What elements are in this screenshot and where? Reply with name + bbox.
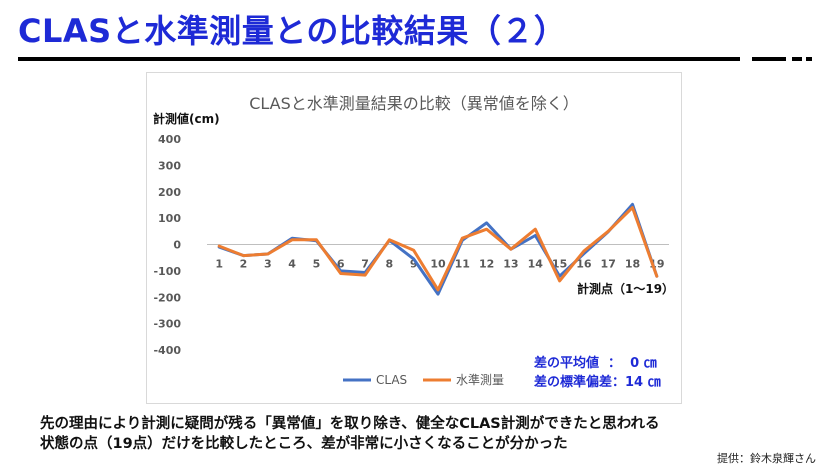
y-tick-label: 100 [158,212,181,225]
series-lines [217,202,659,296]
y-tick-label: 200 [158,186,181,199]
legend: CLAS 水準測量 [343,372,504,387]
slide-title: CLASと水準測量との比較結果（２） [18,12,567,50]
x-tick-label: 3 [264,258,272,271]
series-line-leveling [217,206,659,292]
x-tick-label: 12 [479,258,494,271]
y-tick-labels: 400 300 200 100 0 -100 -200 -300 -400 [153,133,181,357]
x-tick-label: 2 [240,258,248,271]
legend-label: CLAS [376,373,407,387]
y-tick-label: -100 [153,265,181,278]
x-tick-label: 7 [361,258,369,271]
chart-title: CLASと水準測量結果の比較（異常値を除く） [249,94,579,113]
x-tick-labels: 1 2 3 4 5 6 7 8 9 10 11 12 13 14 15 16 17 18 19 [215,258,664,271]
stats-std-diff: 差の標準偏差：14 ㎝ [534,375,661,390]
y-axis-label: 計測値(cm) [153,111,220,126]
title-underline [18,57,812,61]
x-tick-label: 10 [430,258,446,271]
x-axis-label: 計測点（1〜19） [577,281,674,296]
caption-line-2: 状態の点（19点）だけを比較したところ、差が非常に小さくなることが分かった [40,436,568,452]
x-tick-label: 17 [601,258,616,271]
x-tick-label: 1 [215,258,223,271]
y-tick-label: 0 [173,239,181,252]
x-tick-label: 6 [337,258,345,271]
chart-frame: CLASと水準測量結果の比較（異常値を除く） 計測値(cm) 400 300 200… [146,72,682,404]
y-tick-label: 300 [158,159,181,172]
title-underline-solid [18,57,740,61]
x-tick-label: 14 [528,258,544,271]
x-tick-label: 5 [313,258,321,271]
x-tick-label: 8 [386,258,394,271]
series-line-clas [217,202,659,296]
y-tick-label: -200 [153,291,181,304]
title-underline-dash-2 [792,57,802,61]
title-underline-dash-1 [752,57,786,61]
line-chart: CLASと水準測量結果の比較（異常値を除く） 計測値(cm) 400 300 200… [153,94,674,387]
x-tick-label: 16 [576,258,592,271]
credit: 提供：鈴木泉輝さん [717,452,816,465]
title-underline-dash-3 [806,57,812,61]
y-tick-label: -300 [153,318,181,331]
y-tick-label: 400 [158,133,181,146]
caption-line-1: 先の理由により計測に疑問が残る「異常値」を取り除き、健全なCLAS計測ができたと… [40,416,660,432]
x-tick-label: 11 [455,258,470,271]
legend-label: 水準測量 [456,372,504,387]
y-tick-label: -400 [153,344,181,357]
x-tick-label: 9 [410,258,418,271]
x-tick-label: 4 [288,258,296,271]
x-tick-label: 13 [503,258,518,271]
x-tick-label: 18 [625,258,640,271]
stats-mean-diff: 差の平均値 ： 0 ㎝ [534,356,657,371]
caption: 先の理由により計測に疑問が残る「異常値」を取り除き、健全なCLAS計測ができたと… [40,414,660,454]
